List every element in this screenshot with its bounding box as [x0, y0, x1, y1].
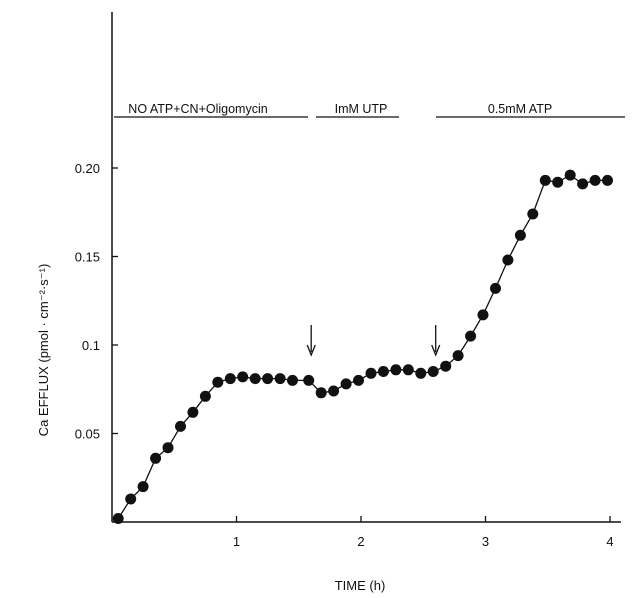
data-point	[589, 174, 601, 186]
data-point	[415, 367, 427, 379]
data-point	[539, 174, 551, 186]
data-point	[390, 364, 402, 376]
data-point	[502, 254, 514, 266]
axes: 1 2 3 4 0.05 0.1 0.15 0.20	[75, 12, 621, 549]
x-tick-label: 4	[606, 534, 613, 549]
data-point	[125, 493, 137, 505]
data-point	[527, 208, 539, 220]
y-tick-label: 0.05	[75, 427, 100, 442]
x-axis-label: TIME (h)	[335, 578, 386, 593]
data-point	[577, 178, 589, 190]
data-point	[564, 169, 576, 181]
phase-arrows	[306, 325, 441, 357]
data-point	[287, 374, 298, 386]
data-point	[199, 390, 211, 402]
data-point	[150, 452, 162, 464]
data-point	[187, 406, 199, 418]
data-point	[490, 282, 501, 294]
data-point	[237, 371, 249, 383]
y-axis-label: Ca EFFLUX (pmol · cm⁻²·s⁻¹)	[36, 264, 51, 437]
data-point	[427, 366, 439, 377]
data-point	[262, 373, 274, 385]
data-point	[224, 373, 236, 385]
phase-label-2: ImM UTP	[335, 102, 388, 116]
data-point	[402, 364, 414, 376]
data-point	[328, 385, 340, 397]
data-point	[377, 366, 389, 377]
data-point	[552, 176, 564, 188]
data-point	[274, 373, 286, 385]
x-tick-label: 3	[482, 534, 489, 549]
data-point	[477, 309, 489, 321]
data-points	[112, 169, 613, 524]
phase-label-1: NO ATP+CN+Oligomycin	[128, 102, 267, 116]
data-point	[315, 387, 327, 399]
data-point	[303, 374, 315, 386]
y-tick-label: 0.15	[75, 250, 100, 265]
data-point	[137, 481, 149, 493]
data-point	[212, 376, 224, 388]
data-point	[112, 513, 124, 524]
y-tick-label: 0.20	[75, 161, 100, 176]
phase-label-3: 0.5mM ATP	[488, 102, 552, 116]
data-point	[514, 229, 526, 241]
data-point	[175, 420, 186, 432]
y-tick-label: 0.1	[82, 338, 100, 353]
x-tick-label: 2	[357, 534, 364, 549]
phase-arrow-head	[306, 344, 316, 357]
data-point	[353, 374, 364, 386]
data-point	[602, 174, 613, 186]
data-point	[452, 350, 464, 362]
data-point	[365, 367, 377, 379]
phase-bar: NO ATP+CN+Oligomycin ImM UTP 0.5mM ATP	[114, 102, 625, 118]
data-point	[440, 360, 452, 372]
series-line	[117, 174, 608, 519]
x-tick-label: 1	[233, 534, 240, 549]
data-point	[340, 378, 352, 390]
data-point	[249, 373, 261, 385]
phase-arrow-head	[431, 344, 441, 357]
data-point	[465, 330, 477, 342]
data-point	[162, 442, 174, 454]
